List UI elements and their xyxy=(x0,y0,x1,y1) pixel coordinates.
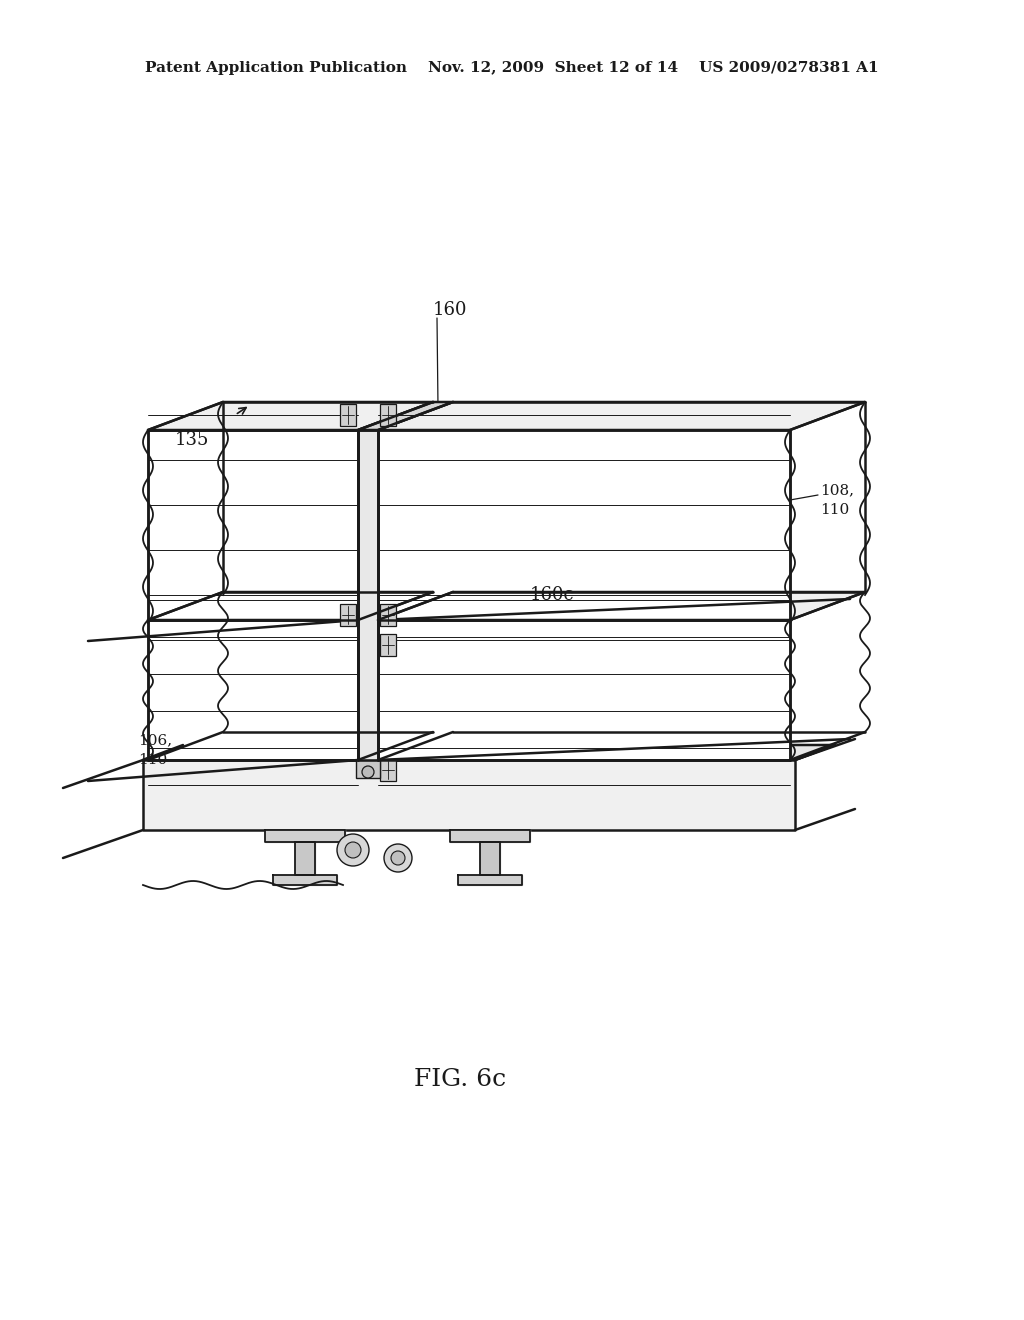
Bar xyxy=(380,404,396,426)
Polygon shape xyxy=(148,620,358,760)
Polygon shape xyxy=(378,620,790,760)
Polygon shape xyxy=(143,744,835,760)
Polygon shape xyxy=(148,430,358,620)
Bar xyxy=(380,759,396,781)
Circle shape xyxy=(362,766,374,777)
Bar xyxy=(380,605,396,626)
Polygon shape xyxy=(378,430,790,620)
Text: 110: 110 xyxy=(138,752,167,767)
Polygon shape xyxy=(378,591,865,620)
Polygon shape xyxy=(480,842,500,875)
Text: FIG. 6c: FIG. 6c xyxy=(414,1068,506,1092)
Polygon shape xyxy=(458,875,522,884)
Polygon shape xyxy=(450,830,530,842)
Circle shape xyxy=(345,842,361,858)
Polygon shape xyxy=(378,403,865,430)
Circle shape xyxy=(391,851,406,865)
Circle shape xyxy=(337,834,369,866)
Polygon shape xyxy=(295,842,315,875)
Polygon shape xyxy=(148,591,433,620)
Polygon shape xyxy=(148,403,433,430)
Circle shape xyxy=(384,843,412,873)
Polygon shape xyxy=(358,430,378,766)
Text: 160: 160 xyxy=(433,301,467,319)
Text: 106,: 106, xyxy=(138,733,172,747)
Polygon shape xyxy=(265,830,345,842)
Bar xyxy=(380,634,396,656)
Text: Patent Application Publication    Nov. 12, 2009  Sheet 12 of 14    US 2009/02783: Patent Application Publication Nov. 12, … xyxy=(145,61,879,75)
Polygon shape xyxy=(358,403,453,430)
Text: 135: 135 xyxy=(175,432,209,449)
Text: 110: 110 xyxy=(820,503,849,517)
Polygon shape xyxy=(273,875,337,884)
Bar xyxy=(340,605,356,626)
Polygon shape xyxy=(143,760,795,830)
Text: 160c: 160c xyxy=(530,586,574,605)
Bar xyxy=(356,760,380,777)
Bar xyxy=(340,404,356,426)
Text: 108,: 108, xyxy=(820,483,854,498)
